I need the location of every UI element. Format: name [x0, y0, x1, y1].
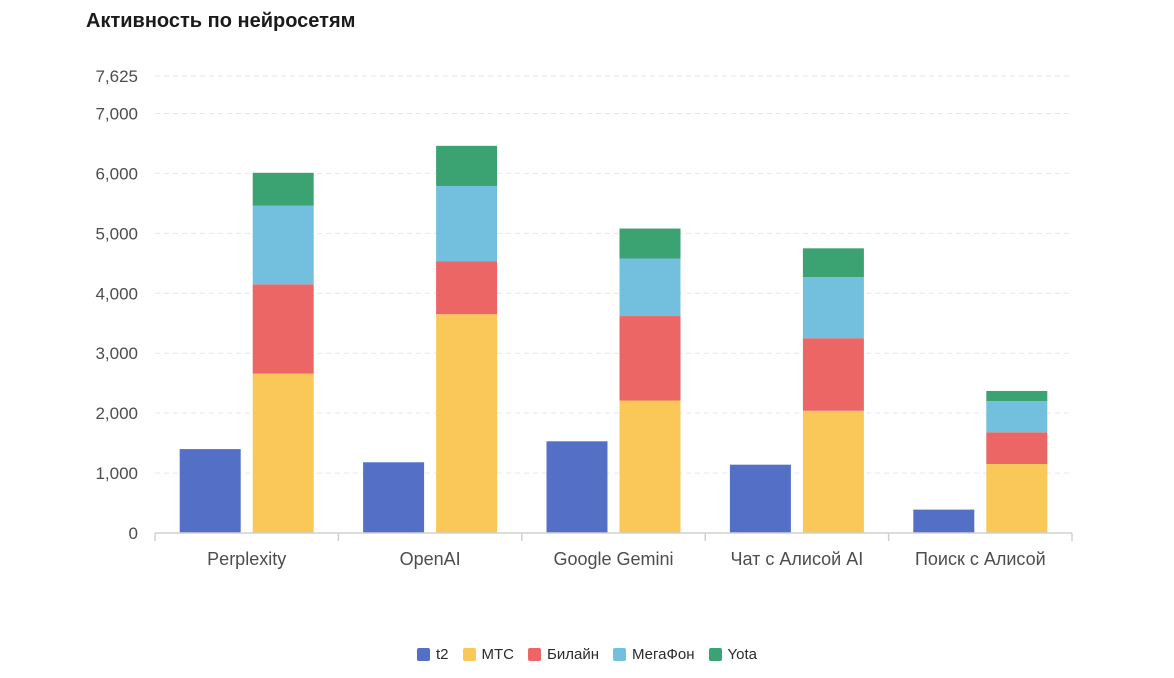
y-tick-label: 2,000 — [95, 404, 138, 423]
chart-title: Активность по нейросетям — [86, 10, 356, 32]
bar-МегаФон-OpenAI[interactable] — [436, 185, 498, 262]
bar-МТС-Perplexity[interactable] — [252, 373, 314, 533]
bar-МегаФон-Поиск с Алисой[interactable] — [986, 401, 1048, 433]
bar-Билайн-Чат с Алисой AI[interactable] — [802, 338, 864, 411]
bar-МТС-OpenAI[interactable] — [436, 314, 498, 533]
y-tick-label: 3,000 — [95, 344, 138, 363]
legend-label: t2 — [435, 646, 449, 663]
y-axis-ticks: 0 1,000 2,000 3,000 4,000 5,000 6,000 7,000 7,62… — [95, 67, 138, 543]
bar-t2-Поиск с Алисой[interactable] — [913, 509, 975, 533]
bar-Yota-Perplexity[interactable] — [252, 172, 314, 206]
bar-МТС-Поиск с Алисой[interactable] — [986, 464, 1048, 533]
x-category-label: Google Gemini — [553, 549, 673, 569]
legend-swatch — [708, 648, 722, 661]
bar-Yota-Google Gemini[interactable] — [619, 228, 681, 259]
bar-Билайн-OpenAI[interactable] — [436, 261, 498, 315]
bar-t2-OpenAI[interactable] — [363, 462, 425, 533]
x-category-label: Поиск с Алисой — [915, 549, 1046, 569]
y-tick-label: 5,000 — [95, 224, 138, 243]
x-axis-labels: Perplexity OpenAI Google Gemini Чат с Алисо… — [207, 549, 1045, 569]
y-tick-label: 4,000 — [95, 284, 138, 303]
legend-item[interactable]: МТС — [462, 646, 515, 663]
y-tick-label: 6,000 — [95, 164, 138, 183]
bar-МегаФон-Google Gemini[interactable] — [619, 258, 681, 317]
legend-swatch — [612, 648, 626, 661]
bar-t2-Чат с Алисой AI[interactable] — [729, 464, 791, 533]
x-category-label: Perplexity — [207, 549, 286, 569]
bar-Билайн-Google Gemini[interactable] — [619, 316, 681, 401]
legend-swatch — [416, 648, 430, 661]
legend-label: МегаФон — [631, 646, 695, 663]
x-category-label: OpenAI — [400, 549, 461, 569]
bar-Yota-OpenAI[interactable] — [436, 145, 498, 186]
legend-item[interactable]: МегаФон — [612, 646, 695, 663]
legend-item[interactable]: Билайн — [528, 646, 599, 663]
legend-item[interactable]: Yota — [708, 646, 757, 663]
bar-Билайн-Perplexity[interactable] — [252, 284, 314, 374]
legend-label: Билайн — [547, 646, 599, 663]
bar-МТС-Чат с Алисой AI[interactable] — [802, 410, 864, 533]
legend-label: МТС — [481, 646, 515, 663]
bar-Yota-Чат с Алисой AI[interactable] — [802, 248, 864, 278]
legend-swatch — [528, 648, 541, 661]
y-tick-label: 1,000 — [95, 464, 138, 483]
x-category-label: Чат с Алисой AI — [731, 549, 864, 569]
legend-swatch — [462, 648, 476, 661]
bar-МТС-Google Gemini[interactable] — [619, 400, 681, 533]
bars — [179, 145, 1048, 533]
chart-svg: 0 1,000 2,000 3,000 4,000 5,000 6,000 7,000 7,62… — [95, 67, 1073, 569]
y-tick-label: 7,000 — [95, 104, 138, 123]
bar-t2-Perplexity[interactable] — [179, 449, 241, 533]
y-tick-label: 7,625 — [95, 67, 138, 86]
legend-label: Yota — [727, 646, 757, 663]
bar-Билайн-Поиск с Алисой[interactable] — [986, 432, 1048, 465]
bar-Yota-Поиск с Алисой[interactable] — [986, 390, 1048, 402]
legend: t2 МТС Билайн МегаФон Yota — [0, 646, 1174, 663]
legend-item[interactable]: t2 — [416, 646, 449, 663]
bar-МегаФон-Perplexity[interactable] — [252, 205, 314, 285]
y-tick-label: 0 — [129, 524, 138, 543]
bar-МегаФон-Чат с Алисой AI[interactable] — [802, 277, 864, 339]
x-axis — [154, 532, 1073, 541]
bar-t2-Google Gemini[interactable] — [546, 441, 608, 533]
